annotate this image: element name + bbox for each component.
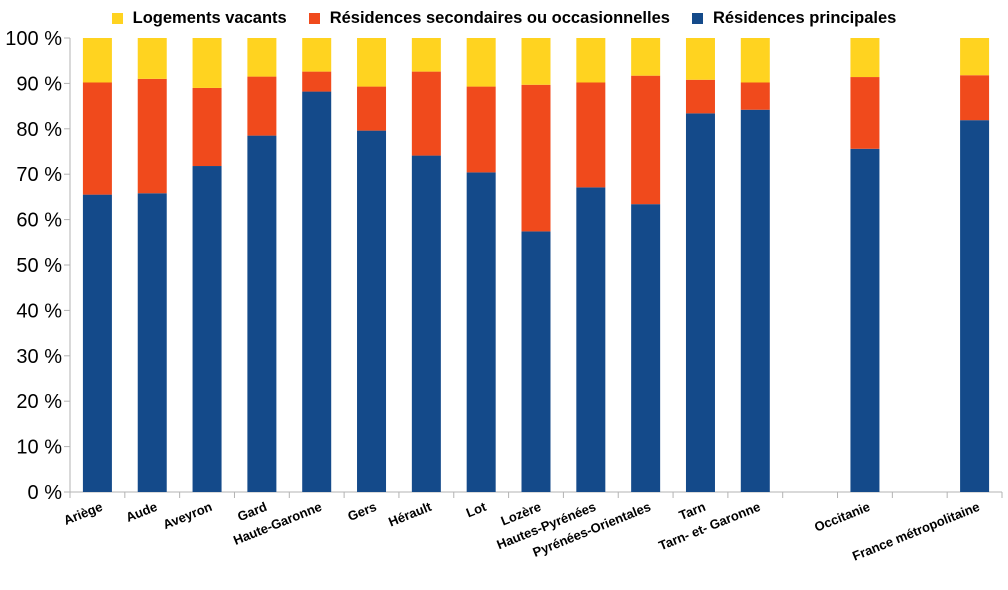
legend-label-logements-vacants: Logements vacants (132, 8, 287, 27)
bar-segment-vacants (521, 38, 551, 85)
bar-segment-principales (850, 148, 880, 492)
x-category-label: Aude (124, 499, 160, 525)
bar-segment-vacants (960, 38, 990, 76)
y-tick-label: 50 % (16, 255, 62, 277)
bar-segment-principales (302, 91, 332, 493)
bar-segment-vacants (466, 38, 496, 87)
bar-segment-principales (740, 109, 770, 493)
y-tick-label: 20 % (16, 391, 62, 413)
bar-segment-principales (521, 231, 551, 493)
x-category-label: Occitanie (812, 499, 872, 535)
legend-item-residences-secondaires: Résidences secondaires ou occasionnelles (308, 8, 670, 28)
legend-label-residences-secondaires: Résidences secondaires ou occasionnelles (329, 8, 670, 27)
chart-legend: Logements vacants Résidences secondaires… (0, 6, 1008, 30)
y-tick-label: 10 % (16, 437, 62, 459)
legend-swatch-residences-secondaires (308, 12, 320, 24)
bar-segment-principales (631, 204, 661, 492)
legend-label-residences-principales: Résidences principales (712, 8, 897, 27)
bar-segment-secondaires (685, 79, 715, 114)
bar-segment-principales (411, 155, 441, 492)
x-category-label: Gers (346, 499, 379, 524)
bar-segment-secondaires (466, 86, 496, 173)
y-tick-label: 60 % (16, 210, 62, 232)
bar-segment-principales (357, 130, 387, 492)
bar-segment-principales (82, 194, 112, 492)
x-category-label: Tarn (677, 499, 708, 523)
bar-segment-secondaires (357, 86, 387, 131)
y-tick-label: 70 % (16, 164, 62, 186)
y-tick-label: 90 % (16, 73, 62, 95)
bar-segment-secondaires (850, 77, 880, 149)
bar-segment-secondaires (576, 82, 606, 188)
bar-segment-vacants (411, 38, 441, 72)
bar-segment-vacants (631, 38, 661, 76)
x-category-label: Hérault (386, 499, 434, 530)
bar-segment-principales (960, 120, 990, 492)
legend-swatch-residences-principales (691, 12, 703, 24)
bar-segment-secondaires (247, 76, 277, 136)
x-category-label: Tarn- et- Garonne (657, 499, 763, 553)
legend-item-residences-principales: Résidences principales (691, 8, 897, 28)
bar-segment-secondaires (521, 84, 551, 232)
bar-segment-vacants (137, 38, 167, 79)
bar-segment-secondaires (631, 75, 661, 205)
x-category-label: Ariège (61, 499, 104, 528)
y-tick-label: 100 % (5, 28, 62, 50)
bar-segment-vacants (247, 38, 277, 77)
bar-segment-vacants (685, 38, 715, 80)
bar-segment-secondaires (960, 75, 990, 121)
bar-segment-principales (576, 187, 606, 492)
bar-segment-vacants (192, 38, 222, 88)
legend-swatch-logements-vacants (111, 12, 123, 24)
bar-segment-vacants (82, 38, 112, 83)
bar-segment-secondaires (192, 87, 222, 167)
y-tick-label: 0 % (28, 482, 63, 504)
bar-segment-vacants (850, 38, 880, 78)
bar-segment-secondaires (82, 82, 112, 195)
x-category-label: Lot (464, 499, 489, 521)
y-tick-label: 30 % (16, 346, 62, 368)
bar-segment-principales (247, 135, 277, 493)
bar-segment-secondaires (137, 78, 167, 194)
bar-segment-secondaires (740, 82, 770, 110)
bar-segment-principales (137, 193, 167, 492)
bar-segment-vacants (576, 38, 606, 83)
y-tick-label: 80 % (16, 119, 62, 141)
bar-segment-vacants (302, 38, 332, 72)
x-category-label: Aveyron (161, 499, 214, 532)
bar-segment-principales (685, 113, 715, 492)
y-tick-label: 40 % (16, 300, 62, 322)
bar-segment-secondaires (302, 71, 332, 92)
bar-segment-secondaires (411, 71, 441, 156)
legend-item-logements-vacants: Logements vacants (111, 8, 287, 28)
bar-segment-principales (466, 172, 496, 492)
bar-segment-vacants (357, 38, 387, 87)
bar-segment-principales (192, 166, 222, 492)
bar-segment-vacants (740, 38, 770, 83)
